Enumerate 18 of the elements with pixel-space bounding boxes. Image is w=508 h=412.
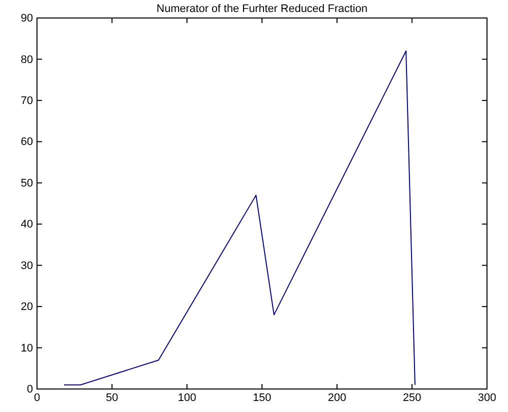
y-tick-label: 80 <box>20 54 33 66</box>
y-tick-label: 50 <box>20 177 33 190</box>
chart-title: Numerator of the Furhter Reduced Fraction <box>156 3 368 15</box>
y-tick-label: 0 <box>26 384 33 396</box>
y-tick-label: 20 <box>20 301 33 314</box>
y-tick-label: 60 <box>20 136 33 148</box>
y-tick-label: 10 <box>20 342 33 354</box>
y-tick-label: 90 <box>20 12 33 25</box>
x-tick-label: 250 <box>402 392 422 404</box>
y-tick-label: 70 <box>20 94 33 107</box>
line-series <box>64 50 416 386</box>
y-tick-label: 30 <box>20 260 33 272</box>
x-tick-label: 150 <box>252 392 272 404</box>
x-tick-label: 100 <box>178 392 196 404</box>
x-tick-label: 300 <box>478 392 496 404</box>
y-tick-label: 40 <box>20 218 33 231</box>
x-tick-label: 50 <box>106 392 118 404</box>
x-tick-label: 200 <box>328 392 346 404</box>
